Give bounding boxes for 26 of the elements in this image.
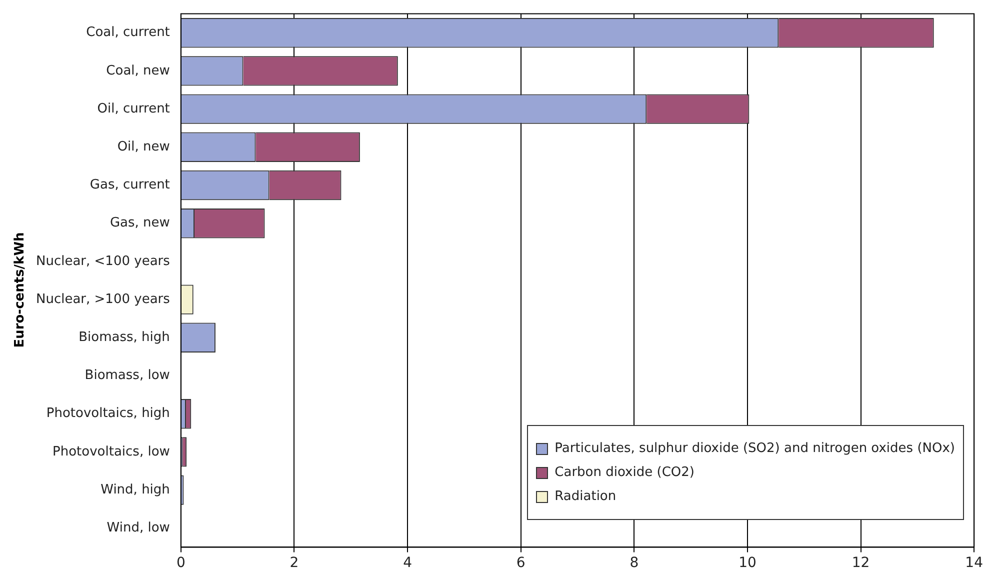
- x-tick-label: 4: [403, 555, 412, 572]
- y-tick-label: Photovoltaics, low: [52, 444, 170, 460]
- y-tick-label: Biomass, high: [78, 330, 170, 346]
- y-tick-label: Gas, new: [110, 216, 170, 231]
- x-tick-label: 8: [630, 555, 639, 572]
- y-tick-label: Biomass, low: [84, 368, 170, 384]
- y-tick-label: Oil, new: [117, 140, 170, 155]
- y-tick-label: Gas, current: [90, 178, 170, 193]
- y-tick-label: Wind, high: [100, 482, 170, 498]
- y-tick-label: Photovoltaics, high: [46, 406, 170, 422]
- y-axis-title: Euro-cents/kWh: [12, 232, 28, 348]
- y-tick-label: Nuclear, >100 years: [36, 292, 170, 307]
- y-tick-label: Oil, current: [97, 101, 170, 116]
- x-tick-label: 12: [852, 555, 870, 572]
- legend-label: Radiation: [554, 489, 616, 504]
- x-tick-label: 0: [176, 555, 186, 572]
- x-tick-label: 14: [965, 555, 984, 572]
- y-tick-label: Coal, new: [106, 63, 170, 78]
- legend-label: Carbon dioxide (CO2): [554, 465, 694, 480]
- x-tick-label: 2: [290, 555, 299, 572]
- x-tick-label: 6: [516, 555, 526, 572]
- legend-label: Particulates, sulphur dioxide (SO2) and nitrogen oxides (NOx): [554, 441, 955, 456]
- y-tick-label: Nuclear, <100 years: [36, 254, 170, 269]
- y-tick-label: Wind, low: [106, 520, 170, 536]
- y-tick-label: Coal, current: [86, 25, 170, 40]
- x-tick-label: 10: [738, 555, 756, 572]
